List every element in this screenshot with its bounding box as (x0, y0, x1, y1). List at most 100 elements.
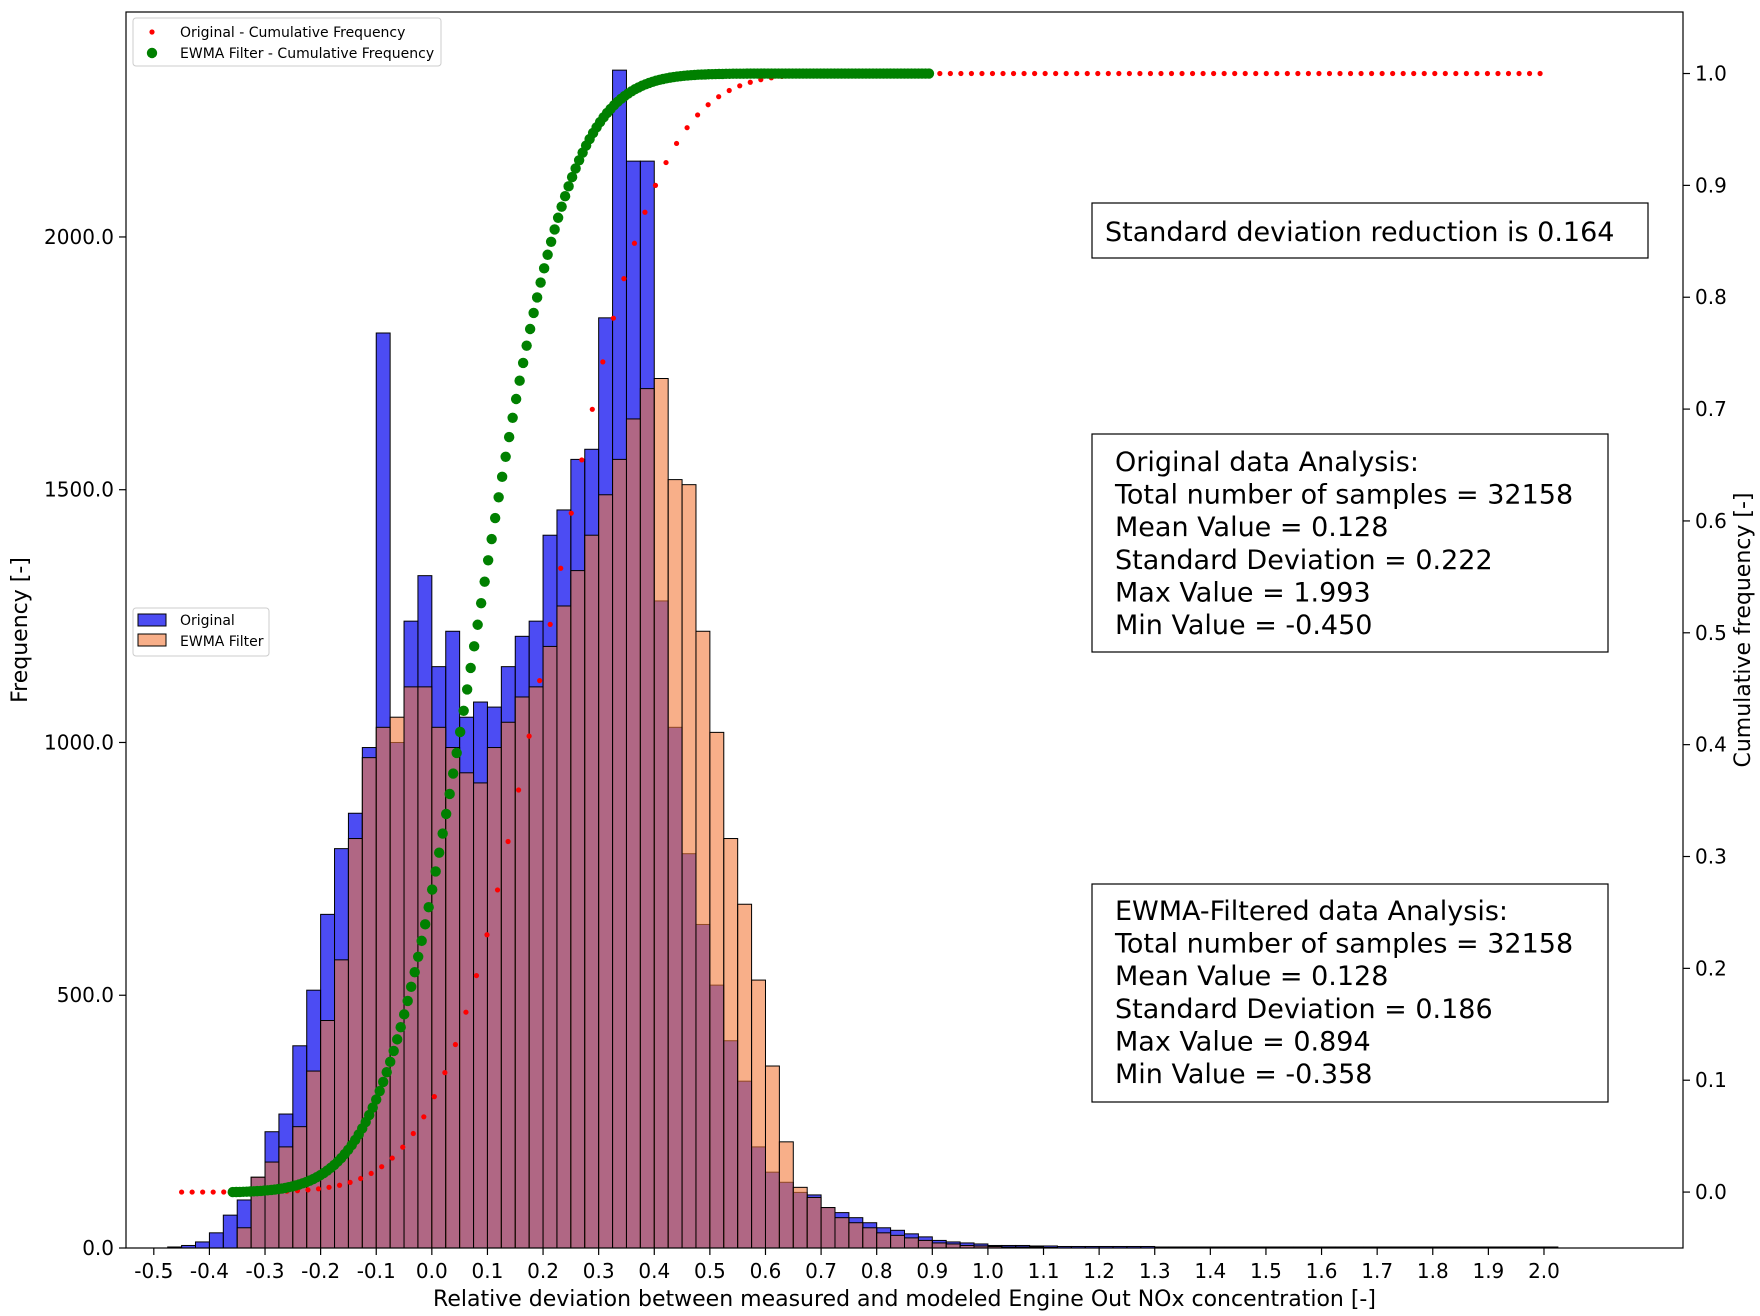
cumulative-point-ewma (374, 1085, 385, 1097)
bar-ewma (334, 959, 349, 1249)
bar-ewma (681, 484, 697, 1249)
cumulative-point-original (1158, 70, 1164, 77)
cumulative-point-ewma (437, 828, 448, 839)
cumulative-point-ewma (384, 1056, 396, 1068)
cumulative-point-ewma (517, 357, 529, 369)
cumulative-point-ewma (552, 212, 564, 223)
cumulative-point-original (695, 112, 701, 118)
cumulative-point-ewma (507, 412, 518, 424)
cumulative-point-original (336, 1182, 343, 1188)
cumulative-point-ewma (524, 323, 536, 335)
cumulative-point-ewma (531, 292, 543, 303)
bar-original (222, 1214, 238, 1249)
cumulative-point-original (221, 1189, 227, 1195)
cumulative-point-original (1053, 70, 1059, 77)
x-tick-label: 1.4 (1194, 1259, 1226, 1283)
cumulative-point-original (1105, 70, 1111, 77)
cumulative-point-original (1484, 70, 1491, 77)
cumulative-point-ewma (482, 555, 494, 566)
x-tick-label: -0.2 (301, 1259, 340, 1283)
annotation-line: EWMA-Filtered data Analysis: (1115, 896, 1508, 927)
bar-ewma (612, 458, 627, 1249)
plot-frame (125, 11, 1684, 1249)
cumulative-point-original (558, 565, 564, 571)
y2-tick-label: 0.8 (1695, 285, 1727, 309)
x-axis-title: Relative deviation between measured and … (433, 1287, 1376, 1312)
cumulative-point-original (1095, 70, 1101, 77)
y2-tick-label: 0.6 (1695, 509, 1727, 533)
cumulative-point-original (1179, 70, 1185, 77)
bar-ewma (778, 1141, 794, 1249)
cumulative-point-ewma (419, 919, 431, 930)
cumulative-point-ewma (496, 471, 508, 483)
x-tick-label: 0.0 (416, 1259, 448, 1283)
x-tick-label: 1.0 (972, 1259, 1004, 1283)
axes: -0.5 -0.4 -0.3 -0.2 -0.1 0.0 0.1 0.2 0.3 0.4 0.5 0.… (8, 11, 1756, 1312)
cumulative-point-original (1189, 70, 1196, 77)
cumulative-point-original (1337, 70, 1343, 77)
cumulative-point-ewma (489, 512, 501, 524)
cumulative-point-original (1211, 70, 1217, 77)
cumulative-point-original (210, 1189, 216, 1195)
bar-ewma (764, 1065, 780, 1249)
bar-original (195, 1241, 210, 1249)
cumulative-point-original (1305, 70, 1312, 77)
legend-cumulative: Original - Cumulative Frequency EWMA Filt… (132, 17, 442, 67)
cumulative-point-ewma (503, 431, 515, 443)
bar-ewma (820, 1207, 836, 1249)
annotation-line: Max Value = 1.993 (1115, 577, 1371, 608)
cumulative-point-original (726, 87, 732, 94)
cumulative-point-original (200, 1189, 206, 1195)
legend-swatch-original (137, 613, 167, 627)
legends: Original - Cumulative Frequency EWMA Filt… (132, 17, 442, 657)
y-tick-label: 2000.0 (44, 225, 114, 249)
annotation-line: Max Value = 0.894 (1115, 1026, 1371, 1057)
cumulative-point-original (505, 838, 511, 845)
cumulative-point-original (1084, 70, 1090, 77)
cumulative-point-ewma (570, 163, 581, 174)
legend-label: Original (180, 613, 235, 629)
x-tick-label: 0.7 (805, 1259, 837, 1283)
cumulative-point-ewma (381, 1066, 392, 1078)
cumulative-point-original (716, 94, 722, 100)
annotation-frame (1091, 433, 1609, 653)
cumulative-point-original (1126, 70, 1132, 77)
annotation-line: Standard deviation reduction is 0.164 (1105, 217, 1614, 248)
bar-ewma (931, 1242, 947, 1249)
bar-ewma (500, 721, 516, 1249)
x-tick-label: 2.0 (1528, 1259, 1560, 1283)
x-tick-label: 0.5 (694, 1259, 726, 1283)
cumulative-point-ewma (388, 1045, 399, 1057)
cumulative-point-original (473, 972, 480, 979)
cumulative-point-ewma (430, 866, 441, 877)
cumulative-point-original (1274, 70, 1280, 77)
cumulative-point-original (631, 240, 638, 246)
cumulative-point-ewma (566, 171, 578, 183)
legend-label: EWMA Filter (180, 634, 264, 650)
legend-marker-ewma-cumulative (146, 47, 158, 59)
annotation-line: Standard Deviation = 0.186 (1115, 994, 1493, 1025)
bar-ewma (236, 1227, 252, 1249)
cumulative-point-original (1147, 70, 1154, 77)
y-tick-label: 0.0 (82, 1236, 114, 1260)
cumulative-point-ewma (559, 191, 571, 202)
bar-ewma (598, 494, 614, 1249)
cumulative-point-ewma (444, 788, 455, 800)
cumulative-point-original (1010, 70, 1017, 77)
cumulative-point-ewma (514, 375, 525, 386)
cumulative-point-original (1537, 70, 1543, 77)
cumulative-point-original (1242, 70, 1248, 77)
cumulative-point-ewma (521, 340, 532, 351)
cumulative-point-original (326, 1184, 332, 1190)
annotation-line: Mean Value = 0.128 (1115, 512, 1388, 543)
y2-tick-label: 0.2 (1695, 956, 1727, 980)
cumulative-point-original (705, 102, 711, 108)
cumulative-point-ewma (391, 1034, 403, 1045)
cumulative-point-original (526, 733, 532, 739)
cumulative-point-ewma (528, 307, 539, 319)
cumulative-point-original (1232, 70, 1238, 77)
bar-ewma (834, 1217, 850, 1249)
cumulative-point-original (515, 787, 522, 793)
bar-ewma (695, 630, 711, 1249)
cumulative-point-original (463, 1009, 469, 1015)
